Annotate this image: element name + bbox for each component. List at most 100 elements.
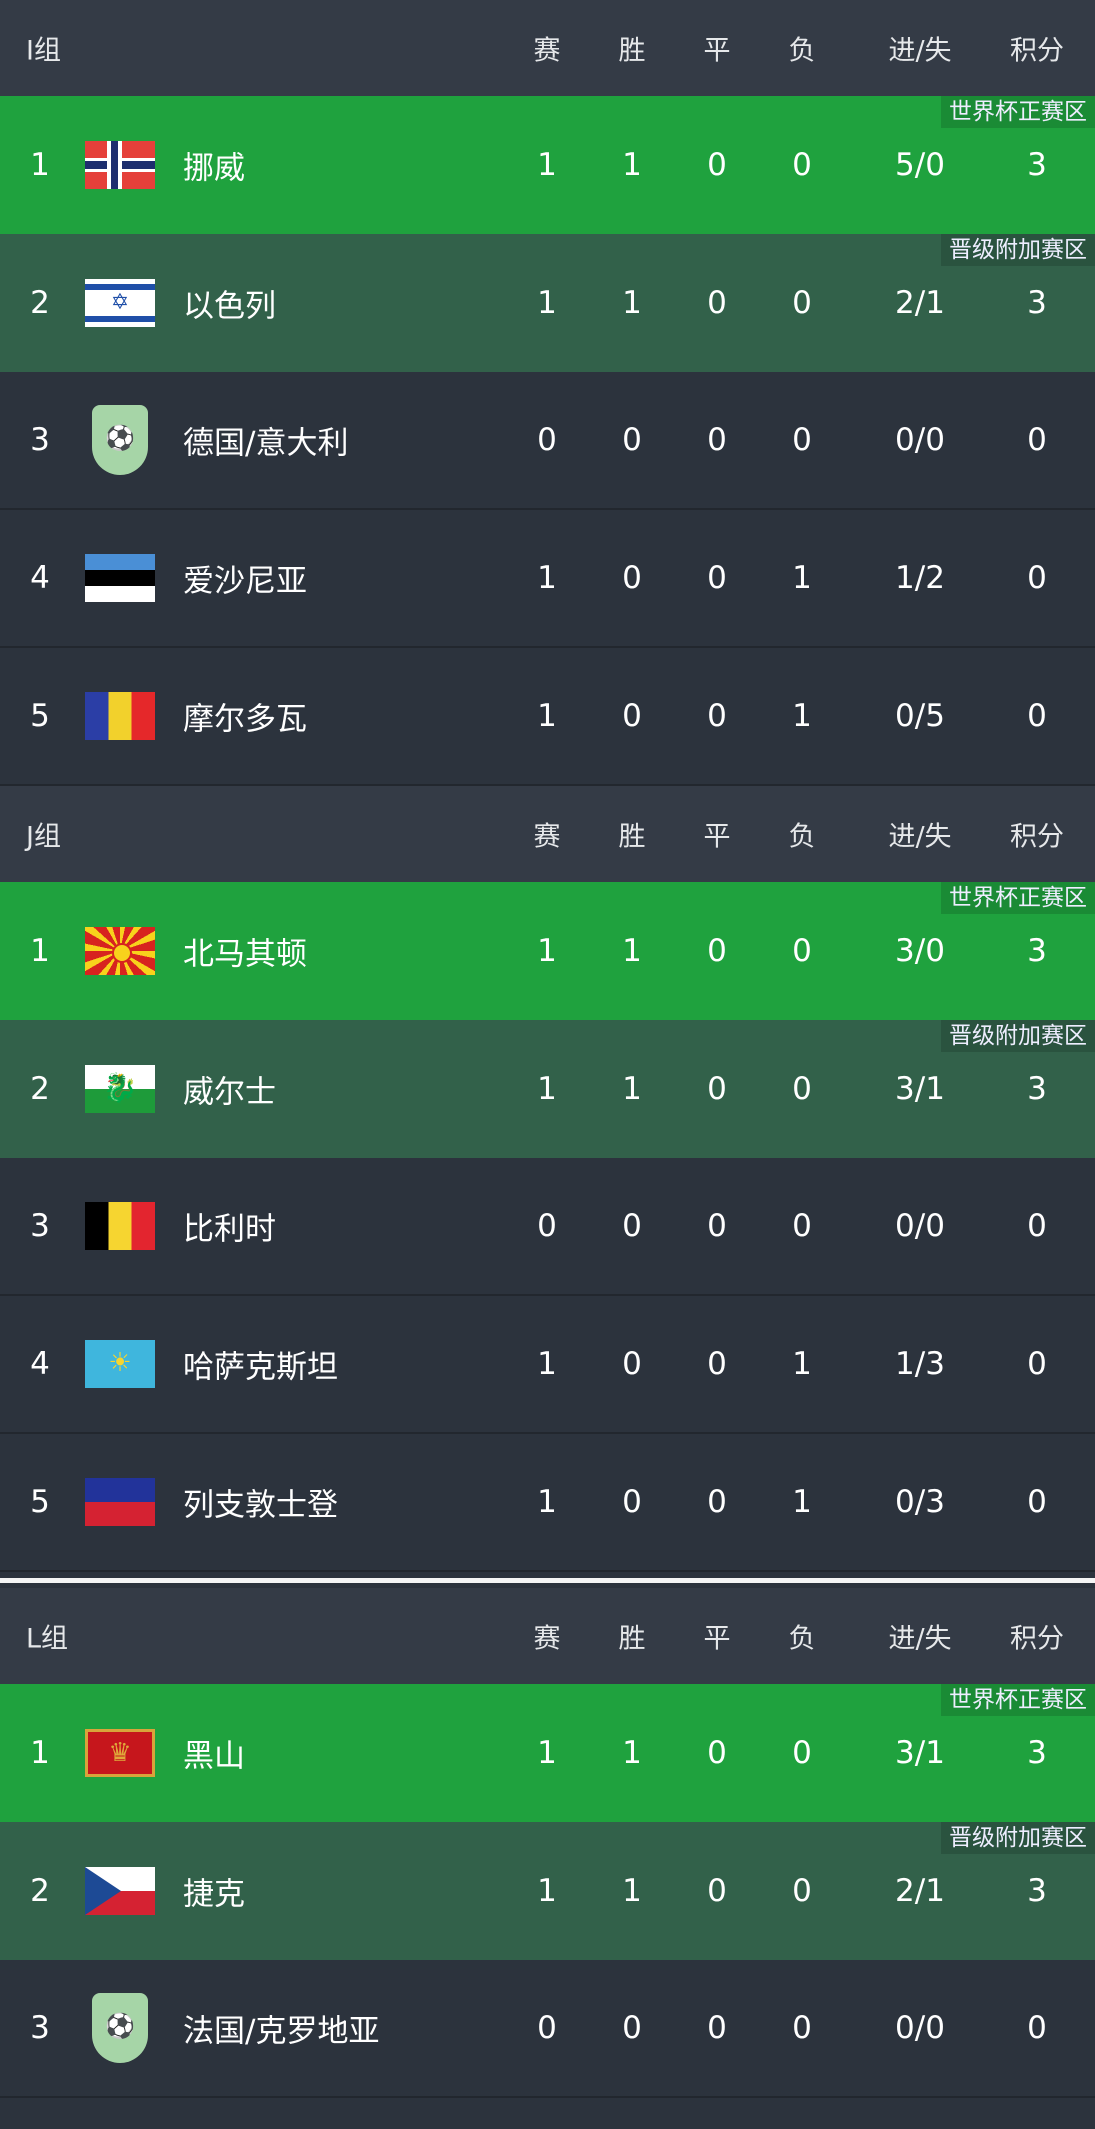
zone-badge: 晋级附加赛区 (941, 1822, 1095, 1854)
team-row[interactable]: 5 列支敦士登 1 0 0 1 0/3 0 (0, 1434, 1095, 1572)
stat-won: 0 (622, 1208, 642, 1244)
stat-points: 3 (1027, 1735, 1047, 1771)
stat-lost: 1 (792, 560, 812, 596)
stat-won: 0 (622, 698, 642, 734)
stat-drawn: 0 (707, 1873, 727, 1909)
stat-lost: 1 (792, 1346, 812, 1382)
flag-icon (85, 1202, 155, 1250)
stat-won: 1 (622, 1735, 642, 1771)
stat-lost: 1 (792, 698, 812, 734)
stat-points: 3 (1027, 1071, 1047, 1107)
shield-placeholder-icon (92, 405, 148, 475)
team-name[interactable]: 德国/意大利 (183, 425, 349, 462)
team-name[interactable]: 挪威 (183, 150, 245, 187)
group-table: L组 赛 胜 平 负 进/失 积分 1 黑山 1 1 0 0 3/1 3 世界杯正赛区 2 捷克 1 1 0 0 2/1 3 晋… (0, 1588, 1095, 2098)
column-header-goals: 进/失 (888, 821, 952, 853)
team-row[interactable]: 5 摩尔多瓦 1 0 0 1 0/5 0 (0, 648, 1095, 786)
stat-goals: 5/0 (895, 147, 945, 183)
group-header: I组 赛 胜 平 负 进/失 积分 (0, 0, 1095, 96)
team-name[interactable]: 法国/克罗地亚 (183, 2013, 380, 2050)
team-rank: 5 (30, 1484, 50, 1520)
stat-drawn: 0 (707, 698, 727, 734)
team-name[interactable]: 黑山 (183, 1738, 245, 1775)
stat-goals: 2/1 (895, 1873, 945, 1909)
stat-points: 0 (1027, 1208, 1047, 1244)
section-divider (0, 1572, 1095, 1588)
zone-badge: 世界杯正赛区 (941, 96, 1095, 128)
stat-won: 0 (622, 1484, 642, 1520)
team-row[interactable]: 1 北马其顿 1 1 0 0 3/0 3 世界杯正赛区 (0, 882, 1095, 1020)
stat-drawn: 0 (707, 2010, 727, 2046)
team-row[interactable]: 2 捷克 1 1 0 0 2/1 3 晋级附加赛区 (0, 1822, 1095, 1960)
stat-lost: 0 (792, 2010, 812, 2046)
stat-points: 0 (1027, 698, 1047, 734)
stat-played: 0 (537, 2010, 557, 2046)
team-row[interactable]: 4 哈萨克斯坦 1 0 0 1 1/3 0 (0, 1296, 1095, 1434)
stat-goals: 0/5 (895, 698, 945, 734)
team-name[interactable]: 哈萨克斯坦 (183, 1349, 338, 1386)
team-name[interactable]: 北马其顿 (183, 936, 307, 973)
stat-goals: 0/0 (895, 1208, 945, 1244)
column-header-points: 积分 (1010, 35, 1064, 67)
flag-icon (85, 1065, 155, 1113)
zone-badge: 晋级附加赛区 (941, 1020, 1095, 1052)
stat-won: 1 (622, 1873, 642, 1909)
column-header-drawn: 平 (703, 1623, 731, 1655)
team-row[interactable]: 4 爱沙尼亚 1 0 0 1 1/2 0 (0, 510, 1095, 648)
group-table: J组 赛 胜 平 负 进/失 积分 1 北马其顿 1 1 0 0 3/0 3 世界杯正赛区 2 威尔士 1 1 0 0 3/… (0, 786, 1095, 1572)
team-rank: 1 (30, 1735, 50, 1771)
zone-badge: 世界杯正赛区 (941, 1684, 1095, 1716)
stat-goals: 3/0 (895, 933, 945, 969)
stat-played: 1 (537, 560, 557, 596)
stat-points: 3 (1027, 1873, 1047, 1909)
stat-won: 1 (622, 147, 642, 183)
flag-icon (85, 692, 155, 740)
team-name[interactable]: 列支敦士登 (183, 1487, 338, 1524)
team-name[interactable]: 摩尔多瓦 (183, 701, 307, 738)
stat-drawn: 0 (707, 285, 727, 321)
stat-played: 1 (537, 1346, 557, 1382)
team-row[interactable]: 1 黑山 1 1 0 0 3/1 3 世界杯正赛区 (0, 1684, 1095, 1822)
stat-drawn: 0 (707, 1346, 727, 1382)
team-rank: 5 (30, 698, 50, 734)
stat-lost: 0 (792, 1208, 812, 1244)
flag-icon (85, 927, 155, 975)
team-name[interactable]: 比利时 (183, 1211, 276, 1248)
team-row[interactable]: 2 以色列 1 1 0 0 2/1 3 晋级附加赛区 (0, 234, 1095, 372)
team-rank: 3 (30, 422, 50, 458)
team-name[interactable]: 捷克 (183, 1876, 245, 1913)
stat-drawn: 0 (707, 933, 727, 969)
team-row[interactable]: 3 法国/克罗地亚 0 0 0 0 0/0 0 (0, 1960, 1095, 2098)
stat-won: 0 (622, 1346, 642, 1382)
stat-goals: 0/0 (895, 2010, 945, 2046)
stat-won: 1 (622, 285, 642, 321)
stat-lost: 1 (792, 1484, 812, 1520)
team-name[interactable]: 爱沙尼亚 (183, 563, 307, 600)
stat-won: 0 (622, 560, 642, 596)
shield-placeholder-icon (92, 1993, 148, 2063)
column-header-played: 赛 (533, 1623, 561, 1655)
team-row[interactable]: 2 威尔士 1 1 0 0 3/1 3 晋级附加赛区 (0, 1020, 1095, 1158)
stat-lost: 0 (792, 1873, 812, 1909)
column-header-won: 胜 (618, 1623, 646, 1655)
stat-played: 1 (537, 1071, 557, 1107)
stat-goals: 3/1 (895, 1071, 945, 1107)
stat-played: 1 (537, 698, 557, 734)
column-header-lost: 负 (788, 1623, 816, 1655)
team-rank: 1 (30, 933, 50, 969)
team-name[interactable]: 威尔士 (183, 1074, 276, 1111)
team-row[interactable]: 3 比利时 0 0 0 0 0/0 0 (0, 1158, 1095, 1296)
team-row[interactable]: 3 德国/意大利 0 0 0 0 0/0 0 (0, 372, 1095, 510)
column-header-lost: 负 (788, 35, 816, 67)
stat-points: 0 (1027, 2010, 1047, 2046)
column-header-played: 赛 (533, 35, 561, 67)
column-header-won: 胜 (618, 35, 646, 67)
team-name[interactable]: 以色列 (183, 288, 276, 325)
stat-played: 0 (537, 422, 557, 458)
stat-drawn: 0 (707, 1484, 727, 1520)
stat-points: 0 (1027, 1346, 1047, 1382)
group-header: J组 赛 胜 平 负 进/失 积分 (0, 786, 1095, 882)
team-rank: 2 (30, 1873, 50, 1909)
column-header-drawn: 平 (703, 821, 731, 853)
team-row[interactable]: 1 挪威 1 1 0 0 5/0 3 世界杯正赛区 (0, 96, 1095, 234)
